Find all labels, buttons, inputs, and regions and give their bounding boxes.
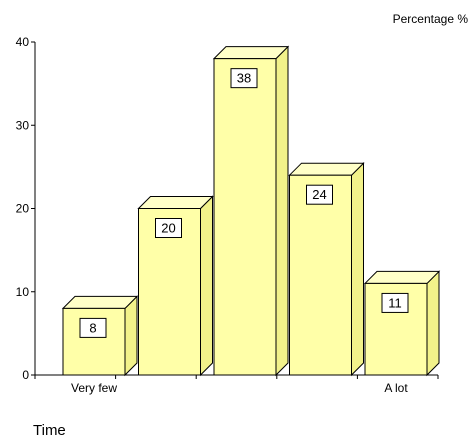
data-label-box — [79, 317, 107, 338]
bar-top-face — [212, 46, 290, 60]
y-tick-label: 0 — [22, 368, 29, 382]
data-label-2: 20 — [155, 218, 182, 238]
data-label-1: 8 — [79, 317, 107, 338]
data-label-box — [230, 68, 258, 89]
bars-layer — [61, 45, 441, 377]
y-ticks-layer: 0 10 20 30 40 — [16, 35, 35, 382]
bar-side-face — [426, 270, 440, 377]
data-label-3: 38 — [230, 68, 258, 89]
data-label-text: 8 — [89, 320, 96, 335]
y-tick-label: 20 — [16, 202, 30, 216]
data-label-text: 20 — [161, 221, 175, 236]
bar-top-face — [363, 270, 441, 284]
bar-front-face — [213, 58, 277, 376]
data-label-4: 24 — [306, 184, 333, 205]
y-tick-label: 30 — [16, 118, 30, 132]
bar-side-face — [124, 295, 138, 377]
x-axis-title: Time — [33, 422, 66, 439]
data-label-box — [155, 218, 182, 238]
x-tick-label: A lot — [384, 381, 408, 395]
data-label-text: 11 — [388, 295, 402, 310]
x-ticks-layer: Very few A lot — [34, 375, 439, 395]
data-label-5: 11 — [381, 292, 409, 313]
bar-side-face — [275, 45, 289, 377]
bar-front-face — [289, 174, 352, 376]
y-tick-label: 40 — [16, 35, 30, 49]
data-labels-layer: 8 20 38 24 11 — [79, 68, 409, 338]
y-tick-label: 10 — [16, 285, 30, 299]
bar-side-face — [351, 161, 364, 377]
x-tick-label: Very few — [71, 381, 117, 395]
data-label-box — [306, 184, 333, 205]
bar-5 — [363, 270, 441, 377]
bar-top-face — [137, 196, 214, 209]
bar-top-face — [288, 162, 365, 176]
bar-side-face — [200, 195, 213, 377]
bar-top-face — [61, 295, 139, 309]
data-label-text: 24 — [312, 187, 326, 202]
y-axis-title: Percentage % — [393, 12, 469, 26]
bar-4 — [288, 161, 365, 377]
data-label-box — [381, 292, 409, 313]
bar-3 — [212, 45, 290, 377]
data-label-text: 38 — [237, 71, 251, 86]
